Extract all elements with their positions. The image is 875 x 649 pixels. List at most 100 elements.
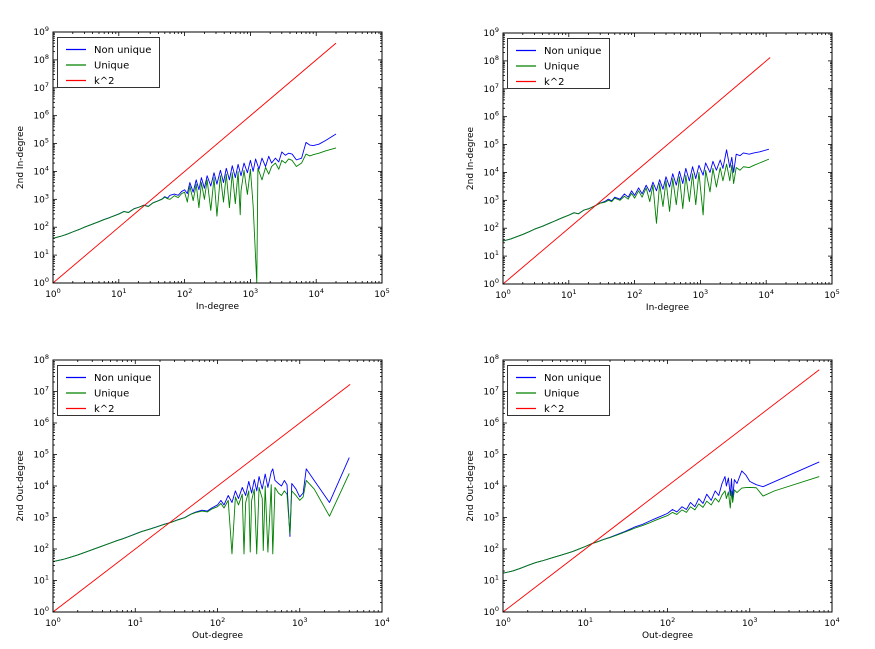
- tick-exponent: 9: [495, 26, 499, 34]
- y-tick-label: 105: [483, 138, 499, 151]
- y-tick-label: 104: [33, 164, 49, 177]
- tick-exponent: 0: [45, 276, 49, 284]
- series-group: [53, 384, 351, 612]
- tick-exponent: 0: [57, 287, 61, 295]
- y-axis-label: 2nd Out-degree: [466, 450, 476, 522]
- tick-exponent: 3: [45, 192, 49, 200]
- tick-exponent: 5: [386, 287, 390, 295]
- tick-exponent: 6: [45, 416, 49, 424]
- tick-exponent: 3: [753, 616, 757, 624]
- tick-exponent: 6: [45, 109, 49, 117]
- tick-exponent: 2: [495, 221, 499, 229]
- y-tick-label: 105: [33, 137, 49, 150]
- tick-exponent: 1: [495, 574, 499, 582]
- y-tick-label: 101: [33, 248, 49, 261]
- y-tick-label: 102: [33, 542, 49, 555]
- y-axis-label: 2nd In-degree: [16, 125, 26, 189]
- legend-label-non-unique: Non unique: [544, 46, 601, 57]
- x-tick-label: 103: [742, 616, 758, 629]
- tick-exponent: 4: [770, 288, 774, 296]
- tick-exponent: 2: [45, 542, 49, 550]
- tick-exponent: 9: [45, 25, 49, 33]
- y-tick-label: 108: [483, 54, 499, 67]
- tick-exponent: 4: [495, 165, 499, 173]
- legend: Non unique Unique k^2: [507, 365, 610, 416]
- x-axis-ticks: [502, 360, 833, 612]
- legend-label-non-unique: Non unique: [94, 45, 151, 56]
- tick-exponent: 4: [836, 616, 840, 624]
- y-axis-label: 2nd In-degree: [466, 126, 476, 190]
- y-tick-label: 109: [483, 26, 499, 39]
- y-tick-label: 107: [483, 385, 499, 398]
- y-tick-label: 101: [483, 249, 499, 262]
- x-axis-label: Out-degree: [642, 631, 694, 641]
- tick-exponent: 0: [495, 605, 499, 613]
- tick-exponent: 5: [836, 288, 840, 296]
- tick-exponent: 2: [638, 288, 642, 296]
- y-tick-label: 100: [33, 605, 49, 618]
- legend-box: [507, 38, 610, 89]
- legend-box: [507, 365, 610, 416]
- y-tick-label: 106: [483, 416, 499, 429]
- tick-exponent: 1: [589, 616, 593, 624]
- tick-exponent: 3: [45, 511, 49, 519]
- legend-label-k-2: k^2: [94, 404, 115, 415]
- series-k-2-line: [53, 384, 351, 612]
- y-tick-label: 107: [33, 385, 49, 398]
- x-axis-ticks: [52, 32, 383, 283]
- tick-exponent: 1: [139, 616, 143, 624]
- series-non-unique-line: [53, 457, 350, 562]
- y-tick-label: 100: [483, 277, 499, 290]
- x-tick-label: 100: [45, 287, 61, 300]
- x-axis-label: In-degree: [646, 303, 690, 313]
- x-tick-label: 102: [210, 616, 226, 629]
- tick-exponent: 3: [254, 287, 258, 295]
- y-tick-label: 105: [33, 448, 49, 461]
- y-tick-label: 106: [33, 416, 49, 429]
- y-tick-label: 101: [483, 574, 499, 587]
- series-unique-line: [503, 476, 820, 574]
- series-unique-line: [53, 147, 337, 283]
- tick-exponent: 5: [45, 448, 49, 456]
- y-tick-label: 107: [33, 81, 49, 94]
- y-tick-label: 108: [33, 53, 49, 66]
- tick-exponent: 8: [495, 353, 499, 361]
- y-tick-label: 103: [483, 511, 499, 524]
- tick-exponent: 3: [303, 616, 307, 624]
- tick-exponent: 4: [45, 164, 49, 172]
- legend-label-k-2: k^2: [544, 404, 565, 415]
- plot-top-right: 100 101 102 103 104 1051001011021031041051061…: [466, 26, 840, 313]
- y-tick-label: 103: [33, 192, 49, 205]
- legend-label-k-2: k^2: [94, 76, 115, 87]
- x-tick-label: 101: [561, 288, 577, 301]
- axes-frame: [52, 31, 383, 284]
- y-tick-label: 103: [483, 193, 499, 206]
- x-axis-label: Out-degree: [192, 631, 244, 641]
- y-tick-label: 106: [33, 109, 49, 122]
- legend: Non unique Unique k^2: [57, 365, 160, 416]
- tick-exponent: 0: [45, 605, 49, 613]
- x-tick-label: 104: [758, 288, 774, 301]
- x-tick-label: 102: [627, 288, 643, 301]
- legend: Non unique Unique k^2: [57, 37, 160, 88]
- tick-exponent: 1: [45, 248, 49, 256]
- series-group: [503, 369, 820, 612]
- x-tick-label: 104: [308, 287, 324, 300]
- legend-label-unique: Unique: [94, 389, 129, 400]
- axes-frame: [502, 32, 833, 285]
- x-axis-ticks: [502, 33, 833, 284]
- x-axis-tick-labels: 100 101 102 103 104: [45, 616, 390, 629]
- series-k-2-line: [53, 42, 337, 283]
- plot-bottom-left: 100 101 102 103 1041001011021031041051061071…: [16, 353, 390, 641]
- tick-exponent: 5: [495, 138, 499, 146]
- x-tick-label: 101: [111, 287, 127, 300]
- series-k-2-line: [503, 369, 820, 612]
- legend-box: [57, 37, 160, 88]
- x-tick-label: 103: [693, 288, 709, 301]
- tick-exponent: 3: [495, 511, 499, 519]
- x-tick-label: 102: [660, 616, 676, 629]
